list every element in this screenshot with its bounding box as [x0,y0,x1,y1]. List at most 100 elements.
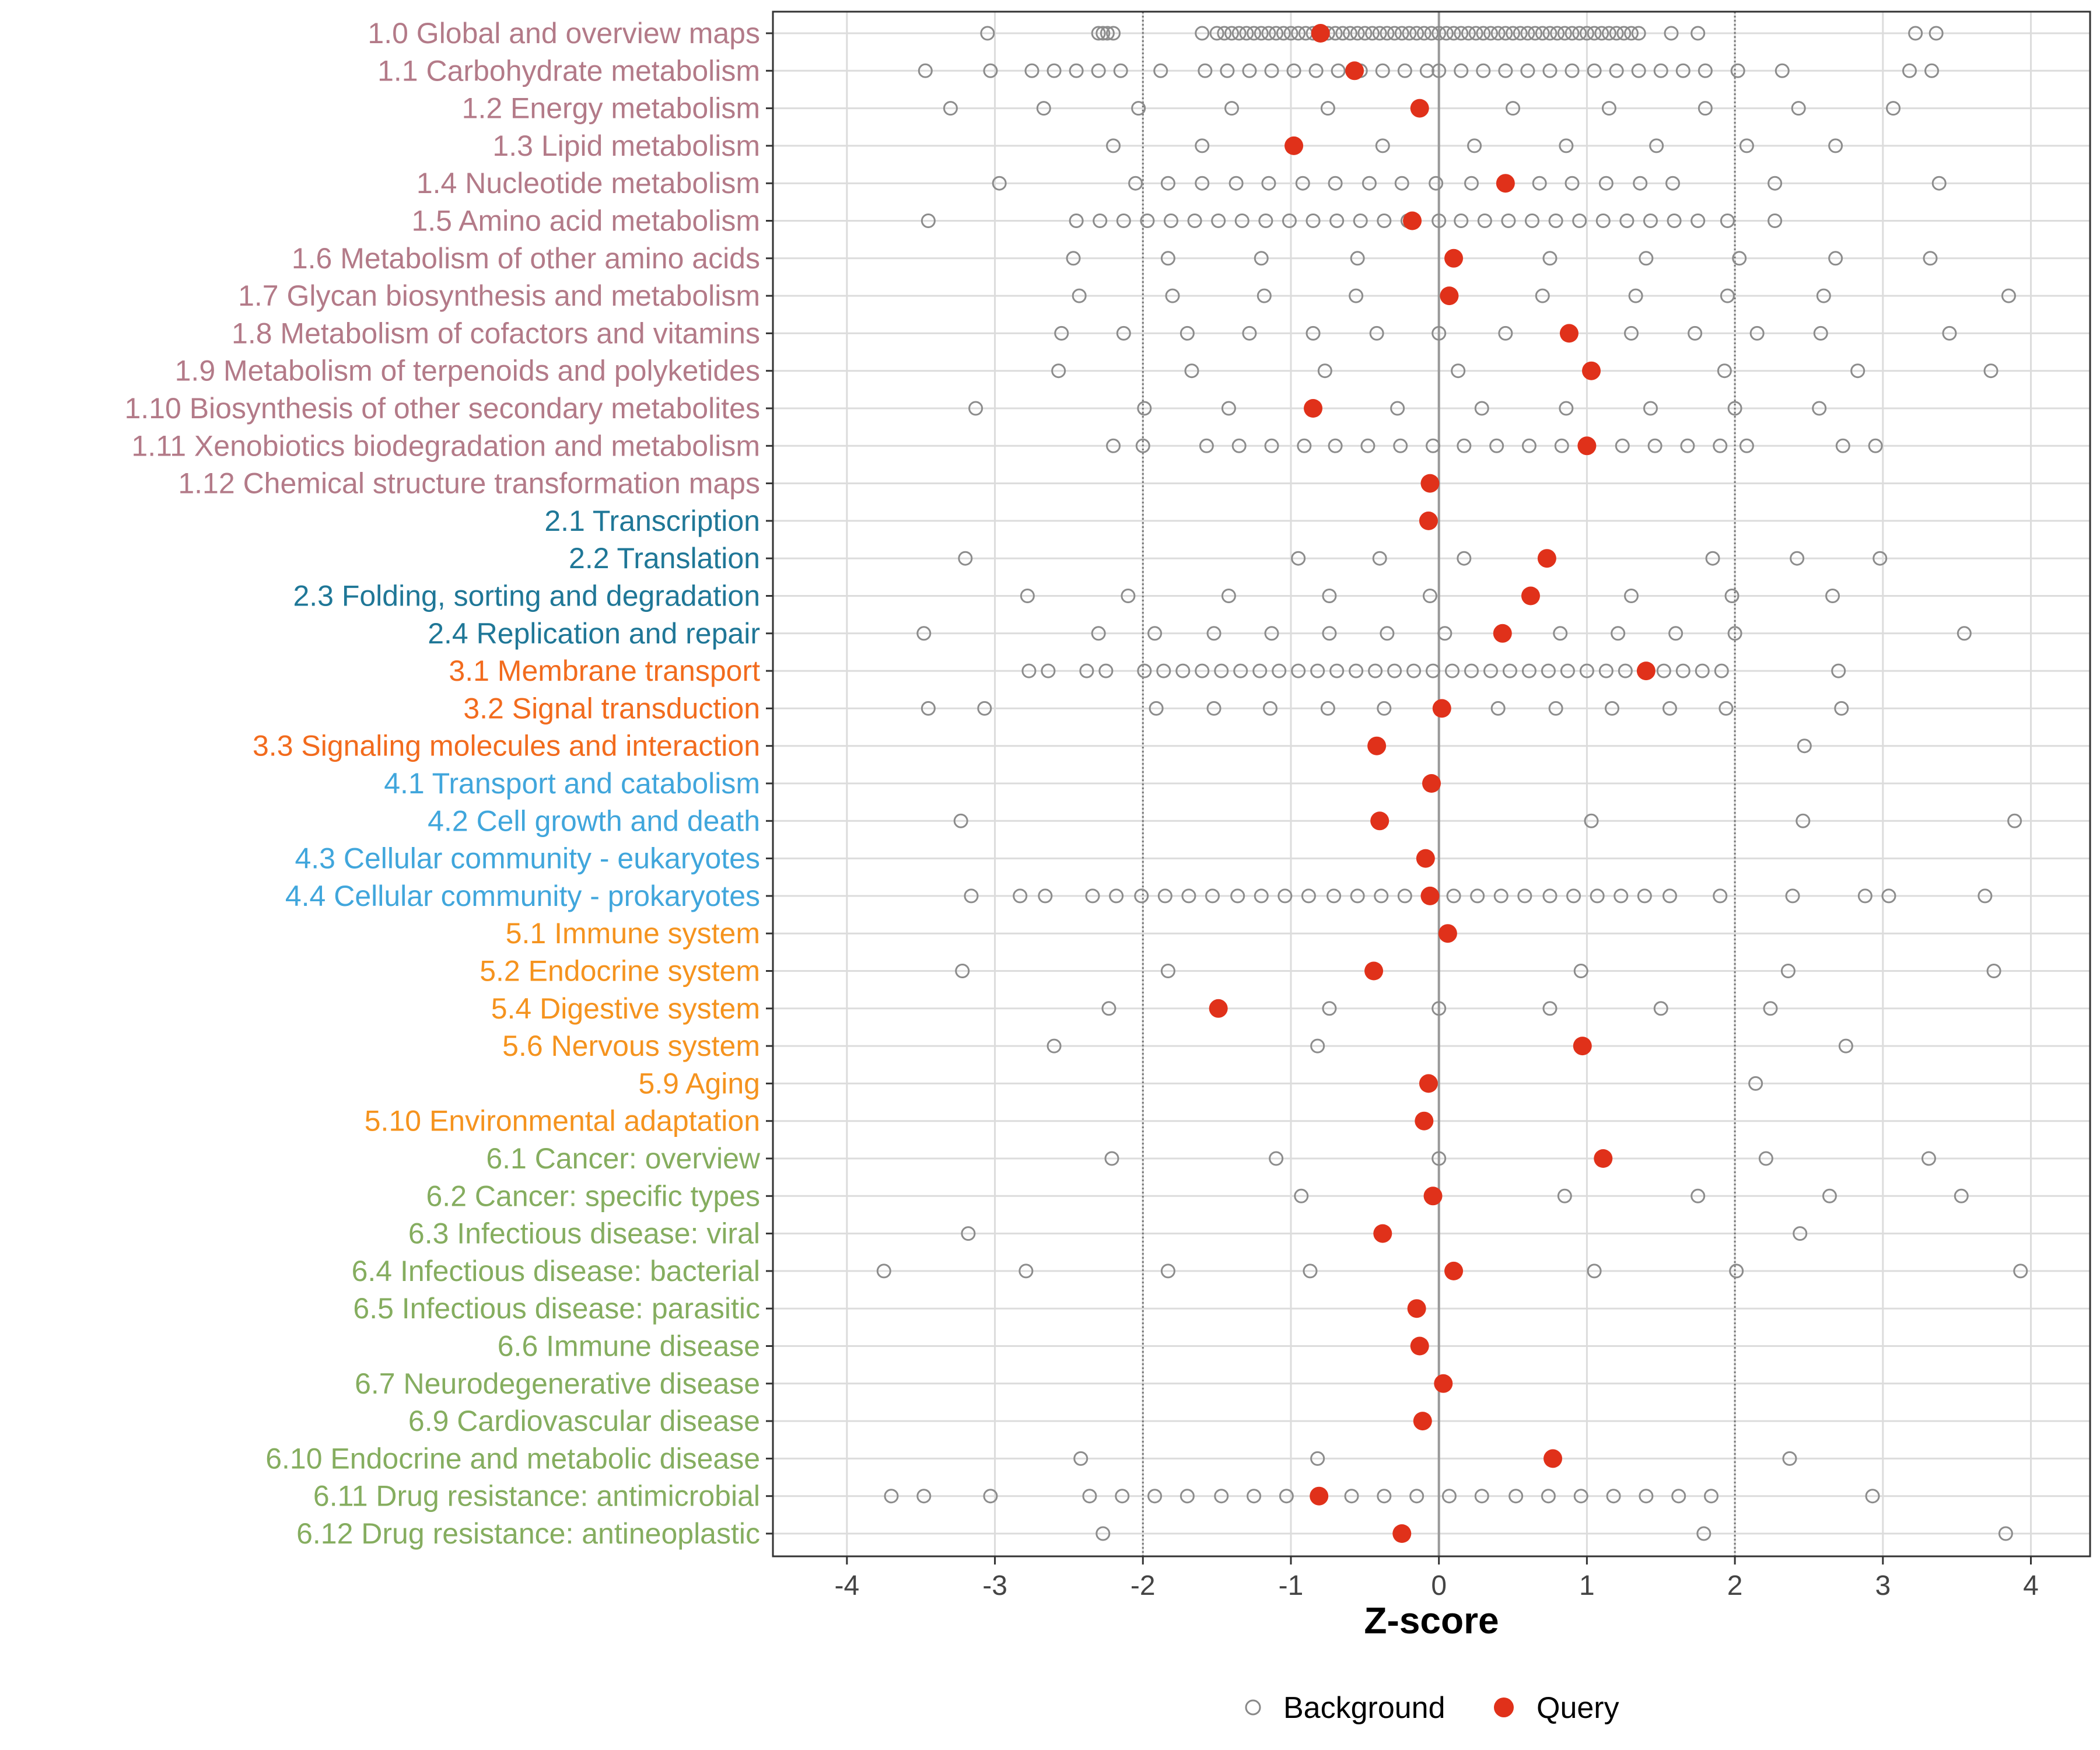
background-point [1135,438,1150,453]
background-point [1262,701,1278,716]
background-point [1261,26,1276,41]
background-point [1432,214,1447,228]
background-point [1291,663,1306,678]
background-point [1100,26,1115,41]
background-point [1038,888,1053,904]
background-point [943,101,958,116]
background-point [1365,26,1380,41]
background-point [1432,26,1447,41]
query-point [1410,1336,1429,1356]
category-label: 1.11 Xenobiotics biodegradation and meta… [131,429,760,462]
query-point [1577,436,1597,456]
background-point [1377,1489,1392,1504]
background-point [1160,176,1175,191]
background-point [1564,26,1580,41]
background-point [1550,26,1565,41]
background-point [1619,214,1634,228]
background-point [1264,626,1279,641]
background-point [1279,1489,1294,1504]
background-point [1564,176,1580,191]
background-point [1195,663,1210,678]
background-point [1291,26,1306,41]
background-point [964,888,979,904]
background-point [1432,1001,1447,1016]
category-label: 6.12 Drug resistance: antineoplastic [296,1517,760,1550]
query-point [1573,1037,1592,1056]
query-point [1364,961,1384,981]
background-point [1320,101,1335,116]
background-point [1437,626,1452,641]
background-point [1269,1151,1284,1166]
background-point [1349,288,1364,303]
background-point [1559,138,1574,153]
query-point [1422,774,1441,793]
background-point [1727,401,1742,416]
background-point [1242,63,1257,78]
x-tick-label: -2 [1130,1570,1156,1601]
background-point [2007,813,2022,828]
background-point [1278,888,1293,904]
background-point [1521,438,1536,453]
background-point [1380,26,1395,41]
background-point [1720,288,1735,303]
background-point [1242,326,1257,341]
category-label: 2.3 Folding, sorting and degradation [293,580,760,612]
background-point [1409,26,1424,41]
background-point [1432,1151,1447,1166]
background-point [1957,626,1972,641]
background-point [1457,551,1472,566]
background-point [1079,663,1094,678]
query-point [1432,699,1451,718]
background-point [1564,63,1580,78]
background-point [1705,551,1720,566]
background-point [1986,964,2001,978]
query-point [1493,624,1512,643]
category-label: 5.6 Nervous system [502,1030,760,1062]
background-point [1553,626,1568,641]
category-label: 1.8 Metabolism of cofactors and vitamins [232,317,760,349]
category-label: 2.4 Replication and repair [428,617,760,650]
background-point [1653,1001,1668,1016]
background-point [1720,214,1735,228]
background-point [1394,26,1409,41]
background-point [1477,214,1492,228]
query-point [1434,1374,1453,1393]
background-point [1714,663,1729,678]
query-point [1420,474,1440,493]
background-point [1618,663,1633,678]
background-point [1397,888,1412,904]
background-point [1377,701,1392,716]
background-point [1362,176,1377,191]
background-point [1774,63,1790,78]
background-point [1614,888,1629,904]
background-point [1665,176,1681,191]
background-point [1137,401,1152,416]
background-point [1785,888,1800,904]
background-point [1258,214,1273,228]
query-point [1582,361,1601,380]
background-point [1498,63,1513,78]
background-point [1205,888,1220,904]
background-point [1426,663,1441,678]
category-label: 1.1 Carbohydrate metabolism [377,54,760,87]
x-tick-label: 0 [1431,1570,1447,1601]
category-label: 2.1 Transcription [544,505,760,537]
background-point [1282,214,1297,228]
query-point [1367,736,1387,755]
background-point [1474,1489,1489,1504]
background-point [1520,63,1535,78]
background-point [1231,26,1247,41]
background-point [1228,176,1244,191]
background-point [1476,63,1491,78]
background-point [1474,401,1489,416]
background-point [1357,26,1373,41]
background-point [1432,326,1447,341]
background-point [1643,401,1658,416]
background-point [1513,26,1528,41]
background-point [1680,438,1695,453]
background-point [1160,251,1175,266]
background-point [1671,1489,1686,1504]
background-point [1446,26,1461,41]
background-point [1153,63,1168,78]
background-point [1656,663,1671,678]
